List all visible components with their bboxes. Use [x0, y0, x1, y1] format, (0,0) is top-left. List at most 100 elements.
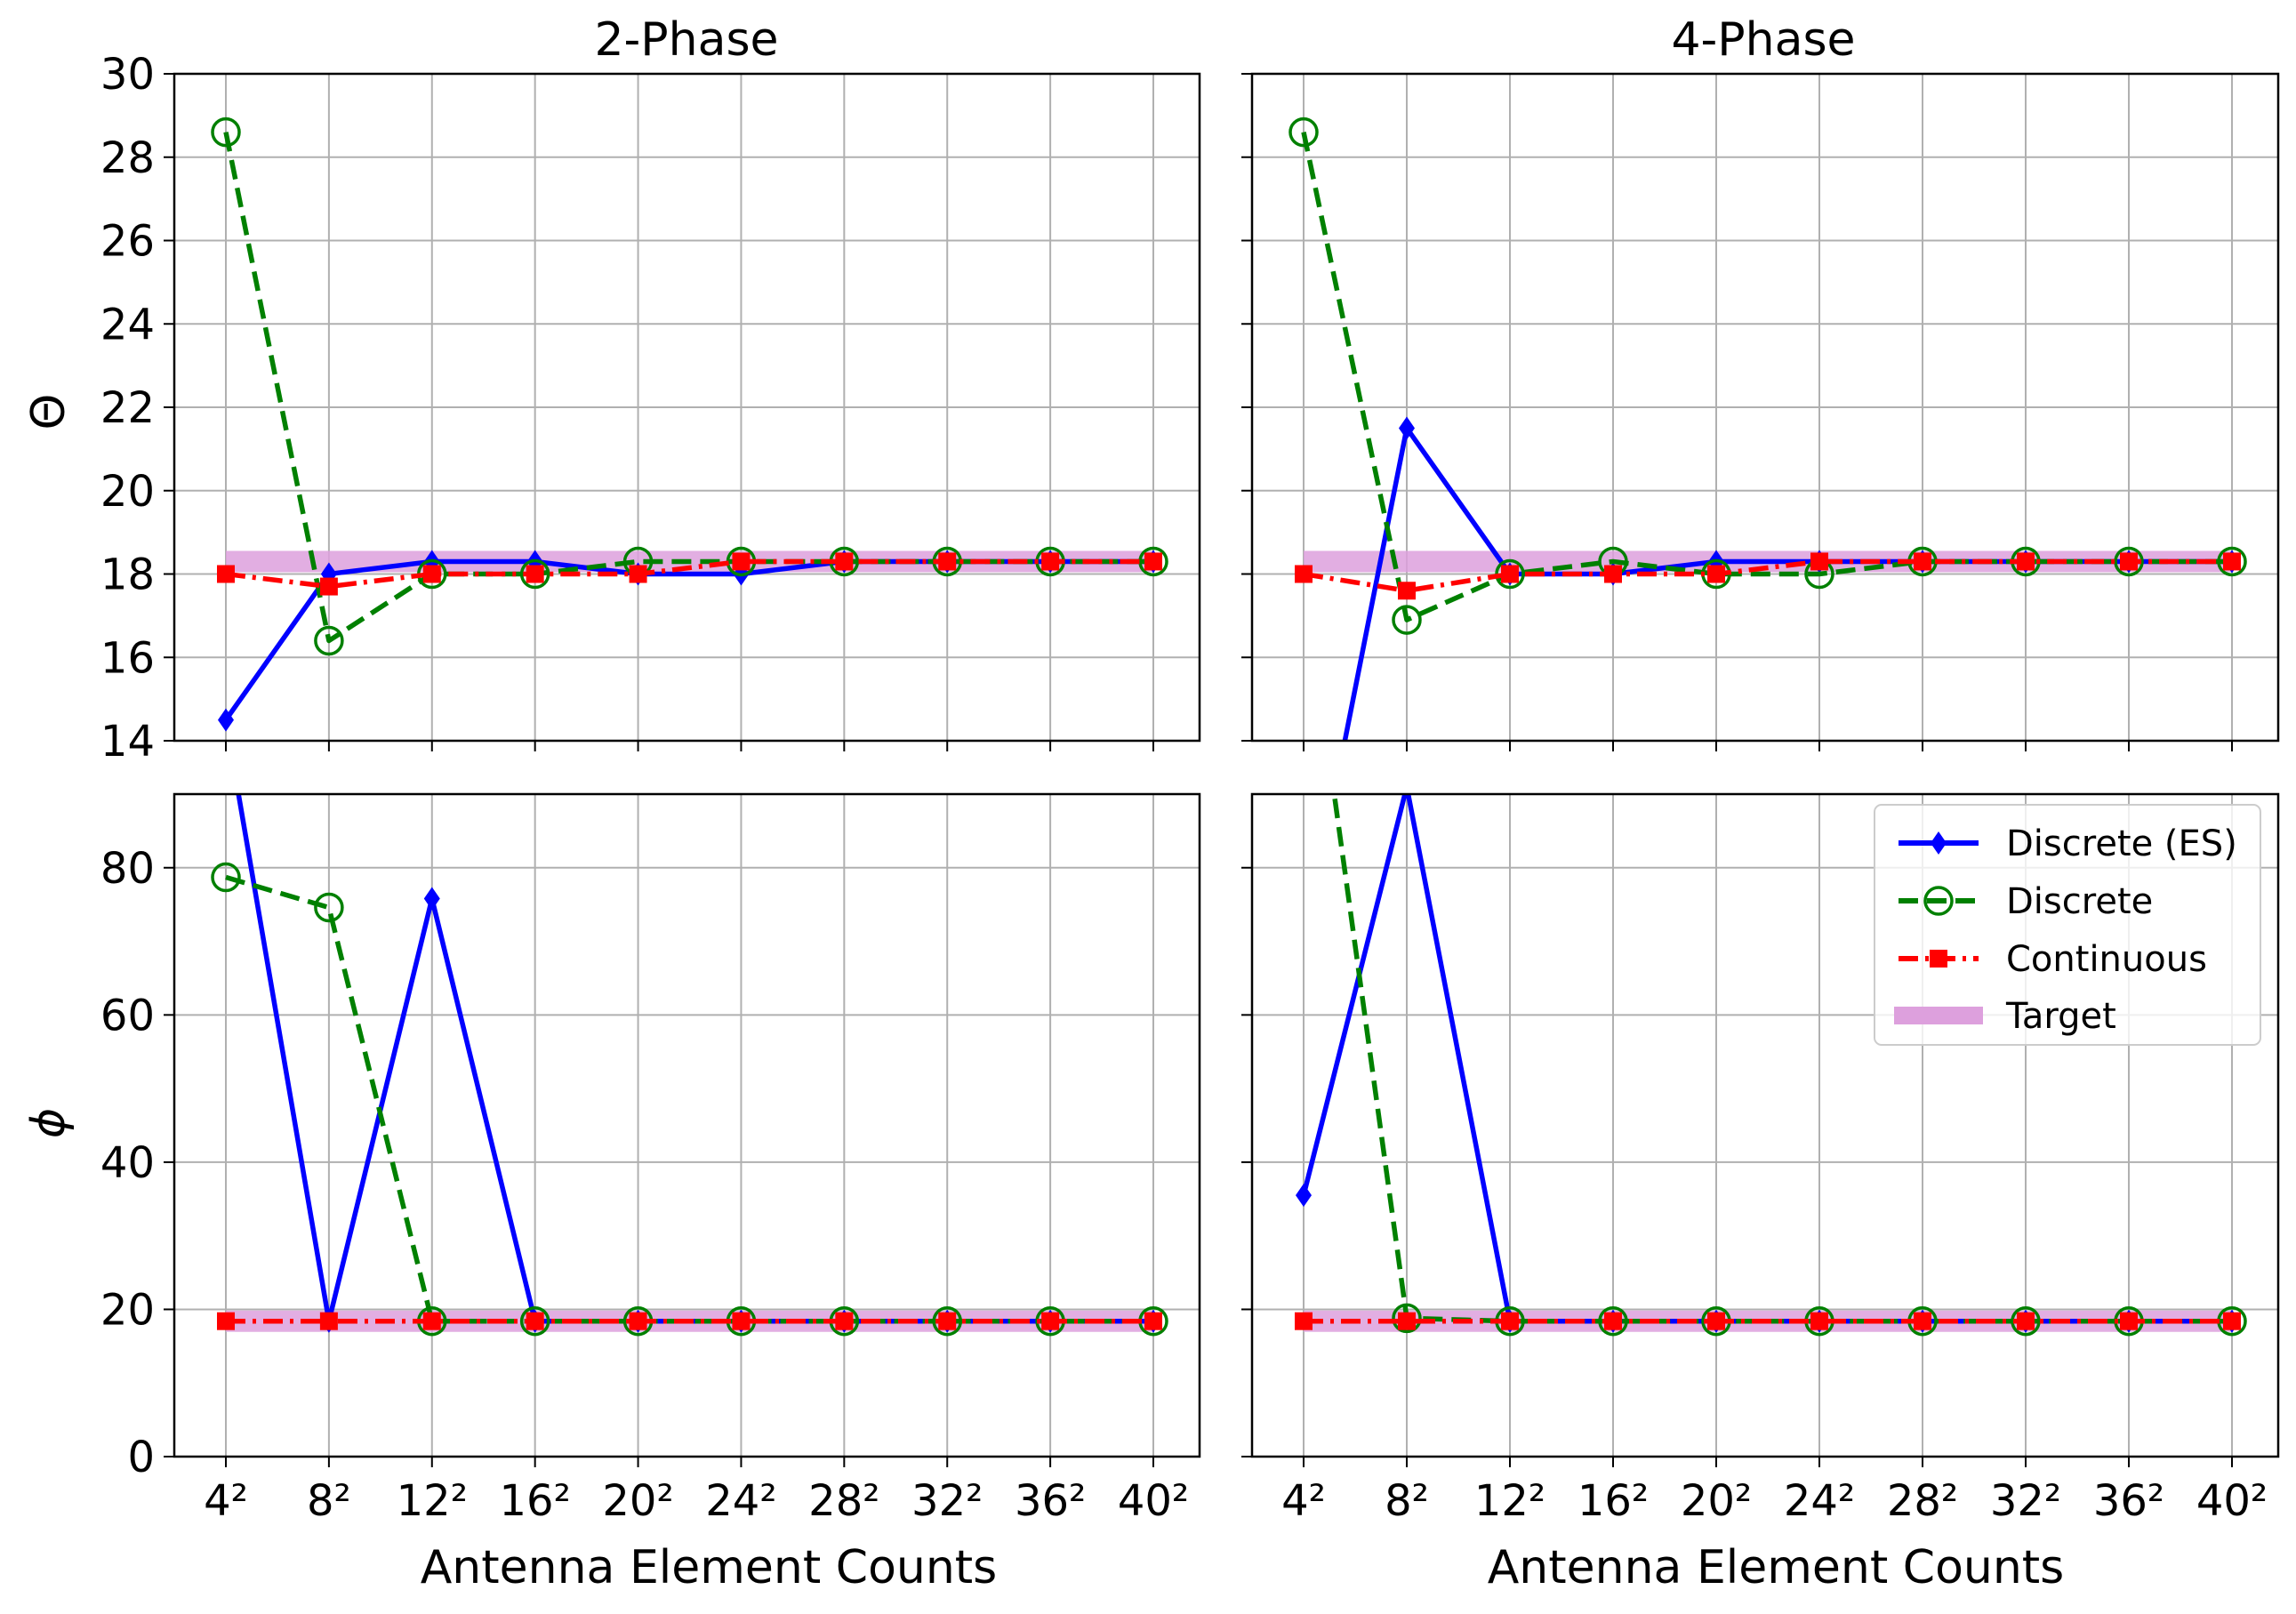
series-discrete-es [218, 550, 1161, 732]
data-point-continuous [1398, 582, 1416, 600]
data-point-continuous [1398, 1312, 1416, 1330]
data-point-continuous [2223, 552, 2241, 571]
legend: Discrete (ES) Discrete Continuous Target [1874, 804, 2261, 1046]
panel-2 [1241, 72, 2280, 751]
data-point-continuous [1604, 1312, 1622, 1330]
series-line-continuous [1303, 558, 2232, 593]
data-point-continuous [217, 565, 235, 583]
chart-panels: 14 16 18 20 22 24 26 28 30 0 20 40 60 80 4² 8² 12² 16² 20²… [100, 50, 2280, 1526]
data-point-continuous [422, 565, 441, 583]
y-tick-label: 22 [100, 383, 155, 433]
x-tick-label: 4² [204, 1476, 248, 1526]
legend-label-discrete-es: Discrete (ES) [2006, 823, 2237, 864]
data-point-continuous [732, 552, 751, 571]
y-tick-label: 30 [100, 50, 155, 100]
plot-area [211, 794, 1168, 1337]
x-tick-label: 16² [1577, 1476, 1649, 1526]
data-point-discrete [211, 116, 241, 148]
y-tick-label: 16 [100, 633, 155, 683]
y-axis-label-phi: ϕ [22, 1108, 76, 1138]
x-tick-label: 4² [1281, 1476, 1326, 1526]
data-point-continuous [629, 565, 647, 583]
y-tick-label: 18 [100, 550, 155, 600]
x-tick-label: 12² [397, 1476, 468, 1526]
data-point-discrete [1392, 605, 1422, 635]
data-point-continuous [2017, 552, 2035, 571]
y-tick-label: 0 [127, 1433, 155, 1482]
data-point-continuous [422, 1312, 441, 1330]
data-point-discrete [1598, 1305, 1628, 1337]
plot-area [211, 116, 1168, 732]
x-tick-label: 16² [500, 1476, 571, 1526]
data-point-discrete-es [1296, 1184, 1312, 1208]
x-tick-label: 40² [2196, 1476, 2268, 1526]
data-point-continuous [1295, 565, 1313, 583]
panel-title-4-phase: 4-Phase [1671, 13, 1855, 67]
panel-frame [173, 72, 1201, 743]
series-continuous [1295, 552, 2241, 600]
x-tick-label: 40² [1118, 1476, 1189, 1526]
data-point-discrete [2114, 546, 2144, 577]
x-axis-label-right: Antenna Element Counts [1488, 1541, 2065, 1594]
x-tick-label: 24² [705, 1476, 776, 1526]
x-tick-label: 36² [1015, 1476, 1086, 1526]
data-point-continuous [1501, 1312, 1519, 1330]
data-point-continuous [835, 552, 854, 571]
legend-label-target: Target [2005, 996, 2116, 1037]
panel-4: 4² 8² 12² 16² 20² 24² 28² 32² 36² 40² [1241, 792, 2280, 1526]
data-point-continuous [319, 1312, 338, 1330]
series-line-discrete-es [236, 794, 1153, 1324]
legend-entry-continuous: Continuous [1899, 939, 2207, 980]
data-point-continuous [217, 1312, 235, 1330]
panel-frame [173, 792, 1201, 1458]
data-point-discrete [932, 1305, 962, 1337]
data-point-continuous [1810, 1312, 1828, 1330]
y-tick-label: 60 [100, 991, 155, 1040]
panel-frame [1250, 792, 2280, 1458]
panel-frame [1250, 72, 2280, 743]
data-point-continuous [526, 1312, 544, 1330]
panel-3: 0 20 40 60 80 4² 8² 12² 16² 20² 24² 28² 32² 36² 40² [100, 792, 1201, 1526]
data-point-continuous [319, 577, 338, 596]
series-line-continuous [225, 558, 1153, 590]
y-tick-label: 14 [100, 717, 155, 767]
x-tick-label: 28² [808, 1476, 879, 1526]
series-line-discrete-es [223, 558, 1153, 722]
legend-marker-continuous [1930, 950, 1947, 968]
data-point-continuous [2120, 552, 2138, 571]
data-point-continuous [938, 552, 957, 571]
data-point-continuous [1041, 1312, 1060, 1330]
data-point-continuous [1041, 552, 1060, 571]
x-tick-label: 24² [1784, 1476, 1855, 1526]
legend-label-continuous: Continuous [2006, 939, 2207, 980]
data-point-continuous [1810, 552, 1828, 571]
legend-marker-discrete-es [1931, 831, 1947, 855]
x-tick-label: 28² [1887, 1476, 1958, 1526]
x-tick-label: 32² [911, 1476, 983, 1526]
legend-label-discrete: Discrete [2006, 881, 2153, 922]
legend-entry-discrete: Discrete [1899, 881, 2153, 922]
plot-area [1295, 794, 2247, 1337]
data-point-continuous [1144, 1312, 1162, 1330]
legend-entry-target: Target [1894, 996, 2116, 1037]
series-discrete-es [236, 794, 1161, 1333]
data-point-continuous [2017, 1312, 2035, 1330]
x-axis-label-left: Antenna Element Counts [421, 1541, 998, 1594]
series-continuous [217, 552, 1162, 596]
legend-marker-discrete [1923, 886, 1954, 916]
x-tick-label: 8² [1385, 1476, 1429, 1526]
y-tick-label: 24 [100, 300, 155, 349]
data-point-discrete [2011, 1305, 2041, 1337]
y-tick-label: 80 [100, 844, 155, 894]
data-point-discrete [211, 862, 241, 893]
data-point-continuous [1707, 565, 1725, 583]
data-point-continuous [1914, 552, 1931, 571]
series-continuous [1295, 1312, 2241, 1330]
data-point-discrete [314, 892, 344, 923]
y-axis-label-theta: Θ [22, 394, 76, 430]
data-point-discrete-es [1399, 416, 1415, 440]
panel-title-2-phase: 2-Phase [594, 13, 778, 67]
data-point-discrete [519, 1305, 550, 1337]
x-tick-label: 20² [1681, 1476, 1752, 1526]
